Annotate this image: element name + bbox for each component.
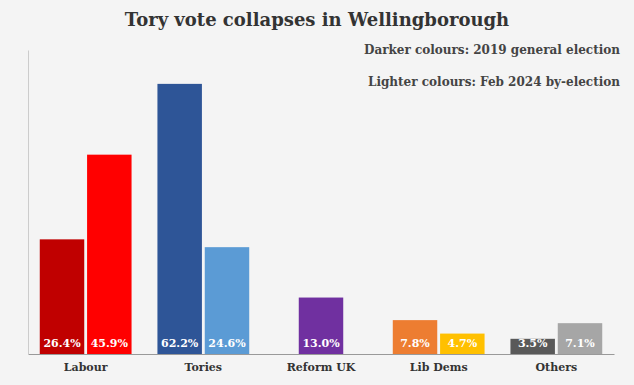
x-tick-label: Lib Dems — [410, 361, 468, 374]
x-tick-label: Reform UK — [287, 361, 356, 374]
bar — [157, 84, 201, 354]
chart-svg: Tory vote collapses in Wellingborough 26.… — [0, 0, 634, 385]
x-tick: Reform UK — [287, 354, 356, 374]
data-label: 62.2% — [161, 337, 199, 350]
background — [0, 0, 634, 385]
data-label: 4.7% — [448, 337, 478, 350]
bar — [440, 334, 484, 354]
data-label: 24.6% — [208, 337, 246, 350]
bar — [393, 320, 437, 354]
y-axis — [28, 51, 29, 355]
x-tick-label: Labour — [64, 361, 108, 374]
x-tick: Tories — [185, 354, 222, 374]
data-label: 3.5% — [518, 337, 548, 350]
bar — [558, 323, 602, 354]
legend-entry: Lighter colours: Feb 2024 by-election — [368, 75, 620, 89]
bar — [87, 155, 131, 354]
x-axis: Labour Tories Reform UK Lib Dems Others — [29, 354, 615, 374]
data-label: 45.9% — [91, 337, 129, 350]
data-label: 7.1% — [565, 337, 595, 350]
x-tick: Others — [536, 354, 578, 374]
x-tick-label: Others — [536, 361, 578, 374]
y-axis-line — [28, 51, 29, 355]
data-label: 13.0% — [302, 337, 340, 350]
title: Tory vote collapses in Wellingborough — [125, 9, 509, 30]
bars — [40, 84, 602, 354]
chart-container: Tory vote collapses in Wellingborough 26.… — [0, 0, 634, 385]
plot: 26.4% 62.2% 7.8% 3.5% 45.9% 24.6% 13.0% 4.7% 7.1… — [29, 51, 615, 375]
x-tick: Lib Dems — [410, 354, 468, 374]
bar — [205, 247, 249, 354]
legend-entry: Darker colours: 2019 general election — [364, 43, 620, 57]
bar — [299, 298, 343, 354]
x-tick-label: Tories — [185, 361, 222, 374]
x-tick: Labour — [64, 354, 108, 374]
legend: Darker colours: 2019 general election Lig… — [364, 43, 620, 89]
data-label: 7.8% — [400, 337, 430, 350]
x-axis-line — [29, 354, 615, 355]
data-label: 26.4% — [43, 337, 81, 350]
bar — [40, 239, 84, 354]
data-labels: 26.4% 62.2% 7.8% 3.5% 45.9% 24.6% 13.0% 4.7% 7.1… — [43, 337, 595, 350]
